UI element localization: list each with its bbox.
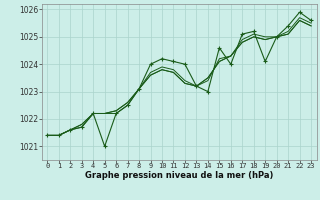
X-axis label: Graphe pression niveau de la mer (hPa): Graphe pression niveau de la mer (hPa) <box>85 171 273 180</box>
